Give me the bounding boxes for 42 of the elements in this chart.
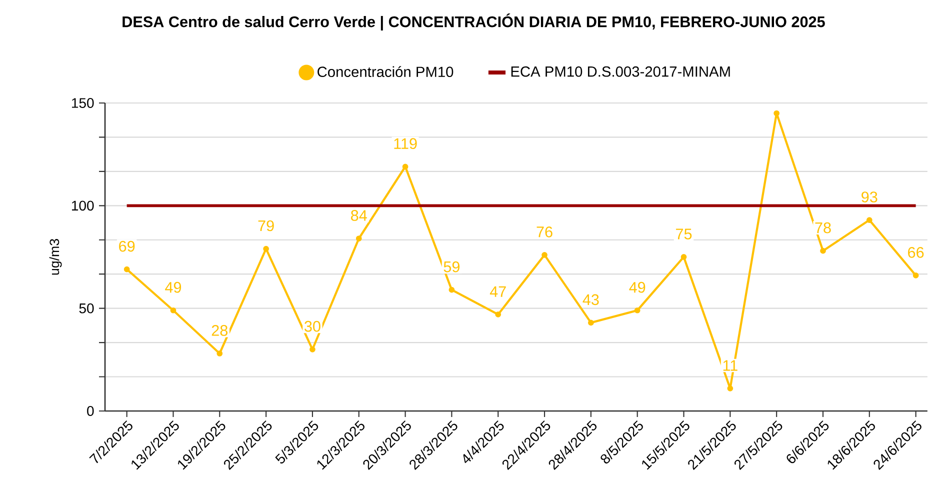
data-label: 28 (212, 325, 228, 336)
chart-title: DESA Centro de salud Cerro Verde | CONCENTRACIÓN DIARIA DE PM10, FEBRERO-JUNIO 2025 (122, 13, 825, 30)
point (124, 266, 130, 272)
point (634, 307, 640, 314)
y-axis-title: ug/m3 (49, 239, 62, 275)
y-tick-label: 50 (79, 303, 94, 314)
point (356, 236, 362, 242)
point (216, 350, 223, 356)
point (774, 110, 780, 116)
data-label: 66 (908, 247, 924, 258)
legend-label: Concentración PM10 (318, 66, 454, 78)
data-label: 11 (723, 360, 738, 371)
data-label: 69 (119, 240, 135, 252)
data-label: 76 (536, 226, 552, 238)
y-tick-label: 150 (72, 98, 94, 108)
point (912, 272, 919, 278)
data-label: 47 (490, 286, 506, 297)
point (495, 312, 502, 318)
data-label: 59 (444, 261, 460, 272)
point (448, 286, 455, 293)
data-label: 75 (676, 228, 692, 240)
point (680, 254, 687, 260)
data-label: 49 (165, 282, 182, 293)
data-label: 79 (258, 220, 274, 232)
point (310, 346, 316, 352)
point (866, 217, 872, 223)
data-label: 43 (582, 294, 599, 306)
legend-label: ECA PM10 D.S.003-2017-MINAM (511, 66, 730, 77)
y-tick-label: 100 (72, 200, 94, 211)
point (820, 248, 826, 254)
data-label: 119 (394, 138, 417, 150)
y-tick-label: 0 (87, 406, 94, 416)
data-label: 30 (304, 320, 320, 332)
data-label: 49 (629, 282, 646, 293)
point (263, 246, 269, 252)
point (402, 164, 408, 170)
data-label: 84 (351, 210, 367, 221)
data-label: 78 (815, 222, 831, 234)
point (542, 252, 548, 258)
point (588, 320, 594, 326)
point (170, 307, 176, 314)
data-label: 93 (862, 192, 878, 202)
